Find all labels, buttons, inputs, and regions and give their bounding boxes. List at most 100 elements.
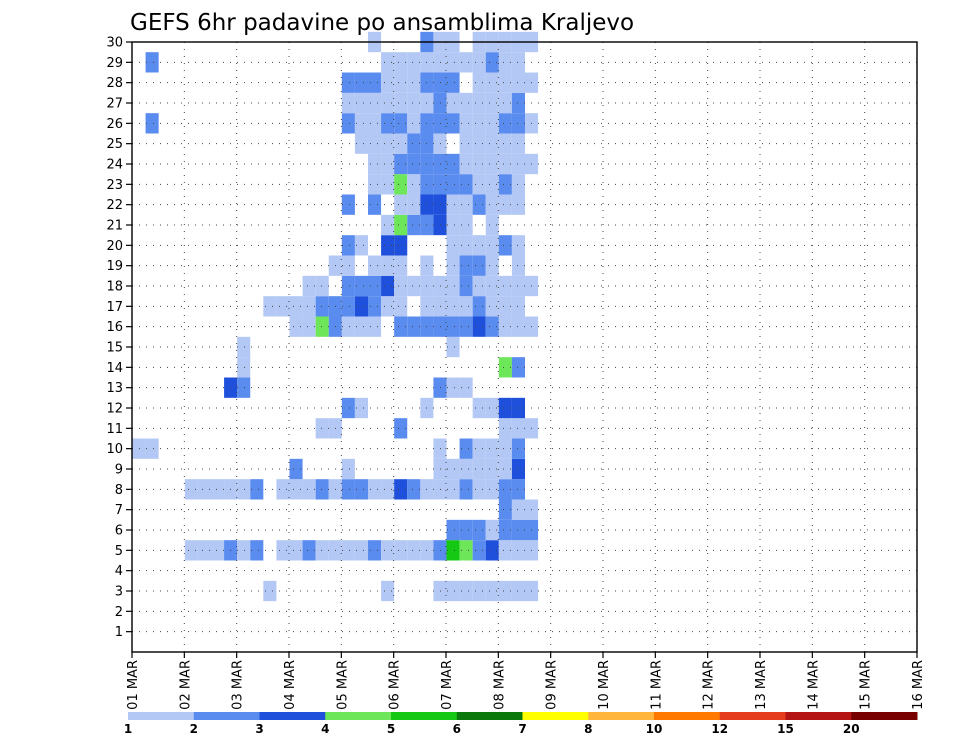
colorbar-label: 15 [777, 722, 794, 736]
heatmap-cell [498, 499, 512, 520]
heatmap-cell [368, 296, 382, 317]
heatmap-cell [368, 113, 382, 134]
heatmap-cell [394, 316, 408, 337]
heatmap-cell [446, 153, 460, 175]
heatmap-cell [197, 479, 211, 500]
heatmap-cell [394, 113, 408, 134]
y-tick-label: 30 [106, 36, 123, 51]
y-tick-label: 12 [106, 402, 123, 417]
colorbar-segment [719, 712, 786, 720]
heatmap-cell [498, 92, 512, 114]
y-tick-label: 11 [106, 422, 123, 437]
heatmap-cell [433, 458, 447, 480]
heatmap-cell [459, 113, 473, 134]
heatmap-cell [433, 580, 447, 602]
heatmap-cell [472, 52, 486, 73]
y-tick-label: 26 [106, 117, 123, 132]
heatmap-cell [354, 296, 368, 317]
heatmap-cell [315, 316, 329, 337]
heatmap-cell [472, 316, 486, 337]
heatmap-cell [368, 479, 382, 500]
heatmap-cell [498, 296, 512, 317]
heatmap-cell [354, 397, 368, 419]
heatmap-cell [341, 540, 355, 561]
heatmap-cell [459, 296, 473, 317]
heatmap-cell [407, 113, 421, 134]
heatmap-cell [354, 235, 368, 256]
y-tick-label: 6 [115, 524, 123, 539]
y-tick-label: 19 [106, 259, 123, 274]
y-tick-label: 3 [115, 585, 123, 600]
heatmap-cell [407, 153, 421, 175]
heatmap-cell [485, 92, 499, 114]
heatmap-cell [354, 479, 368, 500]
heatmap-cell [472, 540, 486, 561]
heatmap-cell [433, 72, 447, 93]
heatmap-cell [354, 540, 368, 561]
heatmap-cell [446, 194, 460, 215]
heatmap-cell [498, 113, 512, 134]
heatmap-cell [446, 580, 460, 602]
heatmap-cell [211, 540, 225, 561]
heatmap-cell [459, 174, 473, 195]
colorbar-label: 10 [646, 722, 663, 736]
heatmap-cell [472, 92, 486, 114]
heatmap-cell [485, 296, 499, 317]
heatmap-cell [433, 153, 447, 175]
heatmap-cell [145, 52, 159, 73]
heatmap-cell [446, 235, 460, 256]
heatmap-cell [485, 519, 499, 541]
heatmap-cell [511, 133, 525, 154]
x-tick-label: 08 MAR [492, 660, 507, 710]
heatmap-cell [145, 113, 159, 134]
y-tick-label: 14 [106, 361, 123, 376]
heatmap-cell [459, 438, 473, 459]
heatmap-cell [276, 296, 290, 317]
heatmap-cell [511, 194, 525, 215]
heatmap-cell [289, 479, 303, 500]
heatmap-cell [341, 458, 355, 480]
colorbar-segment [851, 712, 918, 720]
heatmap-cell [381, 174, 395, 195]
heatmap-cell [368, 540, 382, 561]
heatmap-cell [354, 133, 368, 154]
heatmap-cell [459, 92, 473, 114]
heatmap-cell [433, 540, 447, 561]
heatmap-cell [498, 580, 512, 602]
heatmap-cell [184, 479, 198, 500]
heatmap-cell [446, 174, 460, 195]
heatmap-cell [302, 316, 316, 337]
colorbar-segment [128, 712, 195, 720]
y-tick-label: 18 [106, 280, 123, 295]
heatmap-cell [381, 113, 395, 134]
x-tick-label: 09 MAR [545, 660, 560, 710]
heatmap-cell [498, 519, 512, 541]
heatmap-cell [446, 214, 460, 236]
heatmap-cell [472, 72, 486, 93]
heatmap-cell [446, 296, 460, 317]
colorbar-label: 6 [453, 722, 461, 736]
heatmap-cell [459, 316, 473, 337]
x-tick-label: 02 MAR [178, 660, 193, 710]
heatmap-cell [341, 92, 355, 114]
colorbar-label: 4 [321, 722, 329, 736]
heatmap-cell [485, 580, 499, 602]
heatmap-cell [368, 316, 382, 337]
heatmap-cell [368, 255, 382, 276]
heatmap-cell [485, 72, 499, 93]
heatmap-cell [498, 357, 512, 378]
y-tick-label: 25 [106, 137, 123, 152]
heatmap-cell [381, 479, 395, 500]
heatmap-cell [498, 235, 512, 256]
heatmap-cell [354, 113, 368, 134]
heatmap-cell [407, 92, 421, 114]
heatmap-cell [381, 580, 395, 602]
y-tick-label: 20 [106, 239, 123, 254]
heatmap-cell [446, 479, 460, 500]
heatmap-cell [381, 275, 395, 297]
y-tick-label: 23 [106, 178, 123, 193]
heatmap-cell [381, 153, 395, 175]
heatmap-cell [498, 275, 512, 297]
y-tick-label: 10 [106, 442, 123, 457]
